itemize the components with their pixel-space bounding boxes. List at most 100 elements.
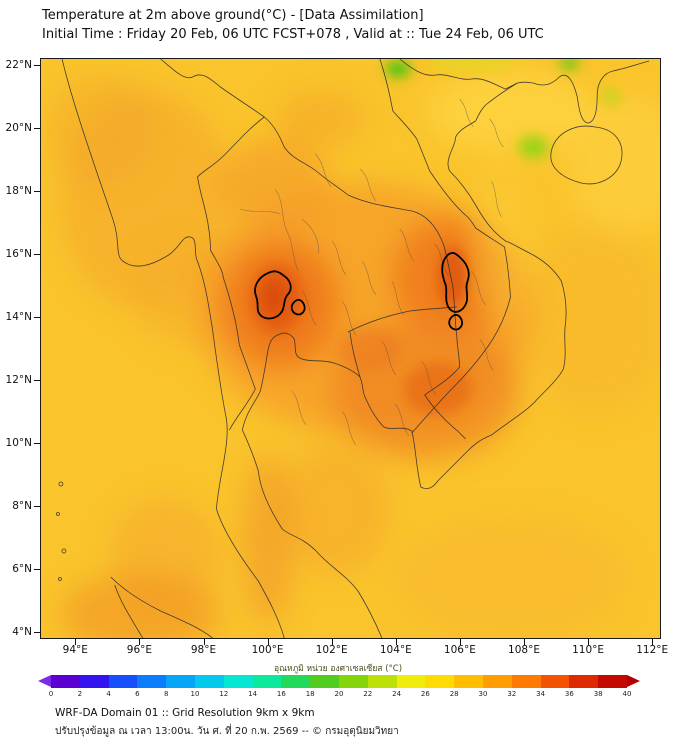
x-axis: 94°E 96°E 98°E 100°E 102°E 104°E 106°E 108°E 110…	[40, 644, 668, 658]
colorbar-tick-label: 22	[363, 690, 373, 698]
colorbar-tick-label: 16	[276, 690, 286, 698]
x-tick-mark	[203, 639, 205, 645]
y-axis-tick-marks	[34, 58, 40, 639]
colorbar-segment	[367, 675, 397, 688]
colorbar-segment	[569, 675, 599, 688]
y-tick-label: 14°N	[5, 311, 32, 323]
y-axis: 22°N 20°N 18°N 16°N 14°N 12°N 10°N 8°N 6°N 4°N	[0, 58, 38, 639]
colorbar-segment	[598, 675, 627, 688]
x-tick-label: 110°E	[572, 644, 605, 656]
colorbar-segment	[281, 675, 311, 688]
x-tick-mark	[139, 639, 141, 645]
colorbar-segment	[79, 675, 109, 688]
temperature-map	[41, 59, 660, 638]
y-tick-label: 6°N	[12, 563, 32, 575]
y-tick-mark	[34, 632, 40, 633]
colorbar-segment	[51, 675, 80, 688]
x-tick-label: 94°E	[62, 644, 88, 656]
coastline-and-country-borders	[56, 59, 650, 638]
x-tick-label: 100°E	[251, 644, 284, 656]
y-tick-mark	[34, 443, 40, 444]
colorbar-tick-label: 34	[536, 690, 546, 698]
x-tick-mark	[395, 639, 397, 645]
y-tick-mark	[34, 128, 40, 129]
colorbar-segment	[482, 675, 512, 688]
colorbar-segment	[454, 675, 483, 688]
colorbar-tick-label: 40	[622, 690, 632, 698]
y-tick-label: 8°N	[12, 500, 32, 512]
x-axis-tick-marks	[40, 639, 661, 645]
x-tick-label: 98°E	[190, 644, 217, 656]
y-tick-mark	[34, 380, 40, 381]
colorbar-segment	[252, 675, 282, 688]
x-tick-mark	[331, 639, 333, 645]
x-tick-mark	[524, 639, 525, 645]
colorbar-tick-label: 12	[219, 690, 229, 698]
colorbar-segment	[223, 675, 253, 688]
colorbar-under-range-arrow-icon	[38, 675, 51, 687]
x-tick-mark	[652, 639, 654, 645]
temperature-contours	[254, 252, 470, 331]
footer-update-info: ปรับปรุงข้อมูล ณ เวลา 13:00น. วัน ศ. ที่…	[55, 726, 399, 737]
y-tick-label: 22°N	[5, 59, 32, 71]
x-tick-mark	[75, 639, 77, 645]
colorbar-tick-label: 24	[392, 690, 402, 698]
y-tick-label: 10°N	[5, 437, 32, 449]
y-tick-label: 12°N	[5, 374, 32, 386]
colorbar-tick-label: 28	[449, 690, 459, 698]
colorbar-segment	[425, 675, 455, 688]
colorbar-segment	[310, 675, 339, 688]
x-tick-mark	[588, 639, 590, 645]
map-plot-area	[40, 58, 661, 639]
colorbar-tick-label: 6	[135, 690, 140, 698]
y-tick-label: 16°N	[5, 248, 32, 260]
x-tick-mark	[267, 639, 269, 645]
x-tick-label: 112°E	[636, 644, 669, 656]
colorbar-tick-label: 26	[420, 690, 430, 698]
colorbar-tick-label: 4	[106, 690, 111, 698]
x-tick-label: 106°E	[443, 644, 476, 656]
colorbar-tick-label: 38	[593, 690, 603, 698]
x-tick-label: 108°E	[508, 644, 540, 656]
colorbar-segment	[396, 675, 426, 688]
colorbar-segment	[194, 675, 224, 688]
map-subtitle: Initial Time : Friday 20 Feb, 06 UTC FCS…	[42, 27, 544, 42]
colorbar-tick-label: 20	[334, 690, 344, 698]
x-tick-label: 104°E	[379, 644, 412, 656]
colorbar-tick-label: 8	[163, 690, 169, 698]
colorbar-segment	[137, 675, 167, 688]
colorbar-tick-label: 10	[190, 690, 200, 698]
colorbar-tick-label: 30	[478, 690, 488, 698]
x-tick-label: 102°E	[315, 644, 348, 656]
colorbar-segment	[108, 675, 138, 688]
colorbar	[38, 675, 640, 688]
colorbar-segment	[511, 675, 541, 688]
colorbar-tick-label: 0	[48, 690, 54, 698]
y-tick-label: 18°N	[5, 185, 32, 197]
y-tick-mark	[34, 569, 40, 570]
colorbar-segment	[166, 675, 195, 688]
province-borders	[240, 98, 504, 446]
colorbar-tick-label: 32	[507, 690, 517, 698]
y-tick-mark	[34, 317, 40, 318]
colorbar-gradient	[51, 675, 627, 688]
colorbar-tick-label: 14	[248, 690, 258, 698]
y-tick-label: 4°N	[12, 626, 32, 638]
x-tick-label: 96°E	[126, 644, 153, 656]
colorbar-tick-label: 18	[305, 690, 315, 698]
colorbar-over-range-arrow-icon	[627, 675, 640, 687]
y-tick-mark	[34, 191, 40, 192]
map-title: Temperature at 2m above ground(°C) - [Da…	[42, 8, 424, 23]
footer-domain-info: WRF-DA Domain 01 :: Grid Resolution 9km …	[55, 707, 315, 719]
y-tick-mark	[34, 506, 40, 507]
x-tick-mark	[459, 639, 461, 645]
y-tick-mark	[34, 65, 40, 66]
colorbar-segment	[338, 675, 368, 688]
colorbar-tick-label: 36	[564, 690, 574, 698]
colorbar-title: อุณหภูมิ หน่วย องศาเซลเซียส (°C)	[273, 664, 403, 674]
y-tick-label: 20°N	[5, 122, 32, 134]
y-tick-mark	[34, 254, 40, 255]
colorbar-tick-label: 2	[77, 690, 83, 698]
colorbar-scale: 0 2 4 6 8 10 12 14 16 18 20 22 24 26 28 30 32 34 36 38 40	[48, 690, 632, 700]
